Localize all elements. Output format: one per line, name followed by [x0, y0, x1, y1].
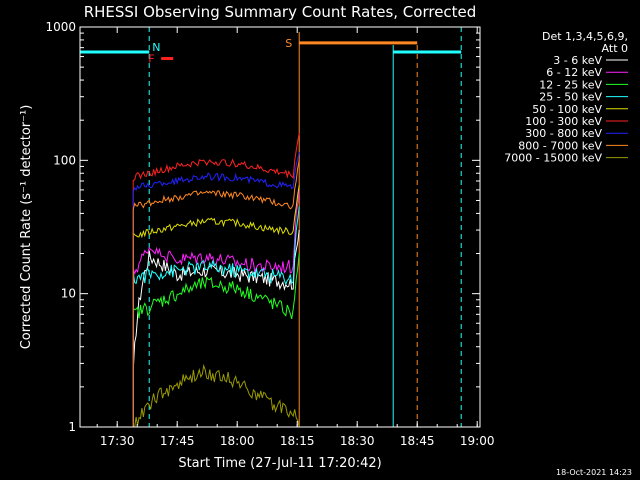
- plot-area: NFS 17:30 17:45 18:00 18:15 18:30 18:45 19:00 …: [45, 20, 494, 448]
- y-tick-label: 1: [68, 420, 76, 434]
- series-line: [132, 253, 300, 427]
- legend-entry-label: 25 - 50 keV: [539, 91, 602, 104]
- y-axis: 1 10 100 1000: [45, 20, 480, 434]
- series-layer: [132, 133, 300, 428]
- x-tick-label: 18:30: [340, 434, 375, 448]
- chart-title: RHESSI Observing Summary Count Rates, Co…: [84, 3, 477, 21]
- series-line: [132, 185, 300, 427]
- legend-entry-label: 6 - 12 keV: [546, 66, 602, 79]
- flare-label: F: [148, 53, 154, 66]
- y-tick-label: 1000: [45, 20, 76, 34]
- annotation-layer: NF S: [80, 27, 462, 427]
- y-tick-label: 100: [53, 153, 76, 167]
- legend-entry-label: 100 - 300 keV: [525, 115, 602, 128]
- legend-entry-label: 12 - 25 keV: [539, 78, 602, 91]
- series-line: [133, 363, 300, 428]
- x-tick-label: 18:45: [400, 434, 435, 448]
- x-tick-label: 19:00: [460, 434, 495, 448]
- legend-entry-label: 800 - 7000 keV: [518, 139, 602, 152]
- series-line: [132, 152, 300, 427]
- x-tick-label: 18:15: [280, 434, 315, 448]
- y-axis-label: Corrected Count Rate (s⁻¹ detector⁻¹): [19, 105, 34, 350]
- generated-timestamp: 18-Oct-2021 14:23: [556, 468, 632, 477]
- legend-entry-label: 3 - 6 keV: [553, 54, 602, 67]
- series-line: [132, 160, 300, 427]
- x-tick-label: 18:00: [220, 434, 255, 448]
- x-axis: 17:30 17:45 18:00 18:15 18:30 18:45 19:00: [96, 27, 495, 448]
- y-tick-label: 10: [61, 287, 76, 301]
- legend-header-line-2: Att 0: [602, 42, 628, 55]
- x-axis-label: Start Time (27-Jul-11 17:20:42): [178, 456, 381, 471]
- legend-entry-label: 300 - 800 keV: [525, 127, 602, 140]
- x-tick-label: 17:45: [160, 434, 195, 448]
- series-line: [132, 206, 300, 427]
- legend-header-line-1: Det 1,3,4,5,6,9,: [542, 30, 628, 43]
- saa-label: S: [285, 37, 292, 50]
- legend-entry-label: 7000 - 15000 keV: [504, 152, 602, 165]
- series-line: [132, 230, 300, 427]
- x-tick-label: 17:30: [100, 434, 135, 448]
- legend-entry-label: 50 - 100 keV: [532, 103, 602, 116]
- plot-frame: [79, 26, 481, 428]
- night-label: N: [152, 41, 160, 54]
- series-line: [132, 133, 300, 427]
